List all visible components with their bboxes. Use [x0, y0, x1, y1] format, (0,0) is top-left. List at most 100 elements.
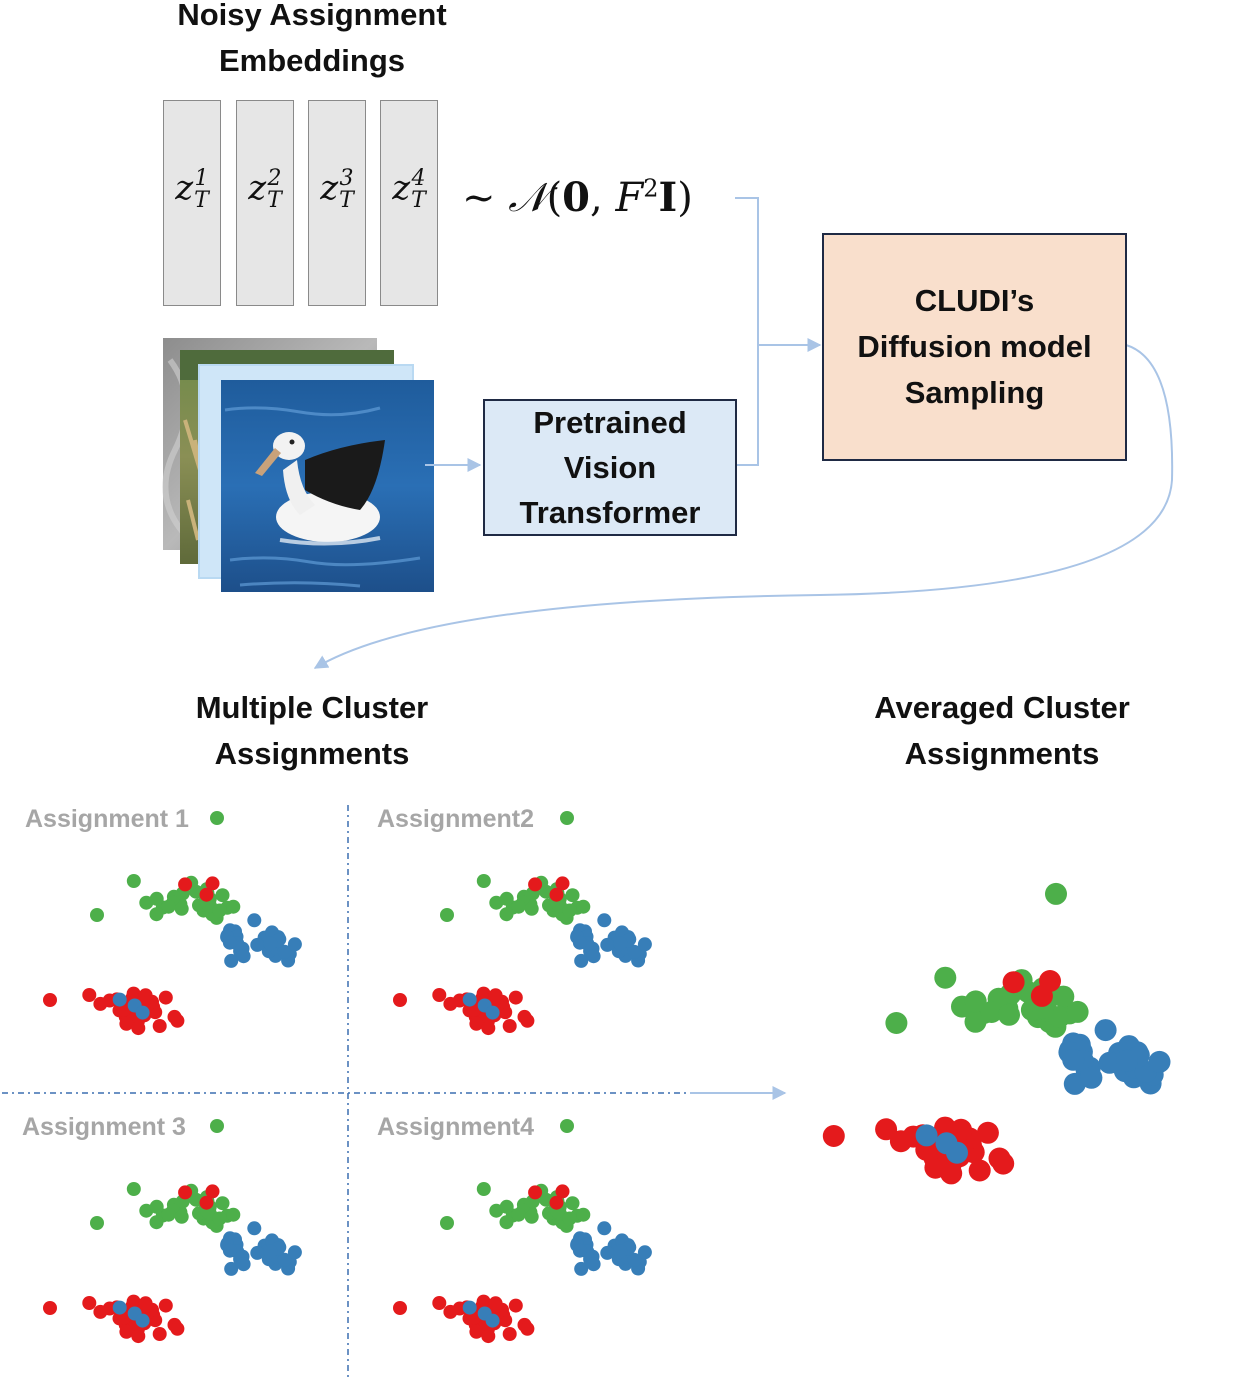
blue-cluster-point [135, 1313, 150, 1328]
green-cluster-point [212, 1211, 227, 1226]
blue-cluster-point [627, 944, 642, 959]
red-cluster-point [549, 1195, 564, 1210]
noise-to-cludi-connector [735, 197, 822, 352]
blue-cluster-point [946, 1141, 968, 1164]
green-cluster-point [149, 1199, 164, 1214]
blue-cluster-point [224, 1261, 239, 1276]
red-cluster-point [82, 988, 97, 1002]
green-cluster-point [499, 1199, 514, 1214]
green-cluster-point [511, 1207, 526, 1222]
blue-cluster-point [586, 1257, 601, 1272]
red-cluster-point [889, 1130, 912, 1153]
green-cluster-point [560, 811, 574, 825]
green-cluster-point [215, 1196, 230, 1211]
red-cluster-point [158, 1298, 173, 1313]
blue-cluster-point [600, 1245, 615, 1260]
red-cluster-point [528, 877, 543, 892]
albatross-on-water-photo [221, 380, 434, 592]
red-cluster-point [1030, 984, 1053, 1007]
red-cluster-point [555, 1184, 570, 1199]
blue-cluster-point [613, 936, 628, 951]
red-cluster-point [443, 996, 458, 1011]
blue-cluster-point [263, 1244, 278, 1259]
averaged-assignments-title: Averaged Cluster Assignments [874, 690, 1130, 771]
red-cluster-point [205, 1184, 220, 1199]
green-cluster-point [476, 1182, 491, 1196]
blue-cluster-point [236, 1257, 251, 1272]
assignment-label-1: Assignment 1 [25, 805, 189, 833]
vit-to-cludi-connector [735, 345, 759, 466]
red-cluster-point [199, 887, 214, 902]
green-cluster-point [210, 811, 224, 825]
red-cluster-point [119, 1016, 134, 1031]
red-cluster-point [199, 1195, 214, 1210]
blue-cluster-point [135, 1005, 150, 1020]
blue-cluster-point [1094, 1019, 1117, 1042]
blue-cluster-point [462, 1300, 477, 1315]
green-cluster-point [215, 888, 230, 903]
green-cluster-point [562, 1211, 577, 1226]
red-cluster-point [152, 1327, 167, 1341]
blue-cluster-point [1080, 1066, 1103, 1089]
multiple-assignments-title: Multiple Cluster Assignments [195, 690, 429, 771]
blue-cluster-point [247, 1221, 262, 1236]
red-cluster-point [393, 1301, 407, 1315]
red-cluster-point [82, 1296, 97, 1310]
green-cluster-point [174, 1209, 189, 1224]
blue-cluster-point [222, 935, 237, 950]
green-cluster-point [476, 874, 491, 888]
scatter-assignment-3 [43, 1119, 302, 1344]
red-cluster-point [502, 1327, 517, 1341]
red-cluster-point [488, 1296, 503, 1311]
blue-cluster-point [572, 1243, 587, 1258]
red-cluster-point [152, 1019, 167, 1033]
noisy-embeddings-title: Noisy Assignment Embeddings [177, 0, 447, 78]
green-cluster-point [126, 1182, 141, 1196]
red-cluster-point [170, 1013, 185, 1028]
green-cluster-point [440, 1216, 454, 1230]
red-cluster-point [131, 1329, 146, 1344]
red-cluster-point [469, 1016, 484, 1031]
assignment-label-4: Assignment4 [377, 1113, 534, 1141]
blue-cluster-point [112, 992, 127, 1007]
red-cluster-point [549, 887, 564, 902]
red-cluster-point [481, 1021, 496, 1036]
green-cluster-point [998, 1003, 1020, 1026]
green-cluster-point [885, 1012, 908, 1034]
pretrained-vit-box: Pretrained Vision Transformer [483, 399, 737, 536]
blue-cluster-point [613, 1244, 628, 1259]
blue-cluster-point [1063, 1072, 1086, 1095]
blue-cluster-point [287, 1245, 302, 1260]
green-cluster-point [174, 901, 189, 916]
blue-cluster-point [222, 1243, 237, 1258]
red-cluster-point [528, 1185, 543, 1200]
red-cluster-point [940, 1162, 963, 1185]
blue-cluster-point [1115, 1049, 1138, 1072]
embedding-column-1 [163, 100, 221, 306]
green-cluster-point [562, 903, 577, 918]
red-cluster-point [443, 1304, 458, 1319]
assignment-label-3: Assignment 3 [22, 1113, 186, 1141]
green-cluster-point [565, 1196, 580, 1211]
red-cluster-point [555, 876, 570, 891]
blue-cluster-point [574, 1261, 589, 1276]
green-cluster-point [1066, 1000, 1089, 1023]
green-cluster-point [90, 908, 104, 922]
green-cluster-point [210, 1119, 224, 1133]
red-cluster-point [520, 1013, 535, 1028]
blue-cluster-point [277, 1252, 292, 1267]
red-cluster-point [43, 993, 57, 1007]
cludi-to-assignments-arrow [313, 344, 1174, 669]
green-cluster-point [576, 899, 591, 914]
green-cluster-point [934, 966, 957, 989]
green-cluster-point [499, 907, 514, 922]
red-cluster-point [1002, 971, 1025, 994]
blue-cluster-point [637, 937, 652, 952]
green-cluster-point [226, 899, 241, 914]
blue-cluster-point [1148, 1050, 1171, 1073]
green-cluster-point [440, 908, 454, 922]
